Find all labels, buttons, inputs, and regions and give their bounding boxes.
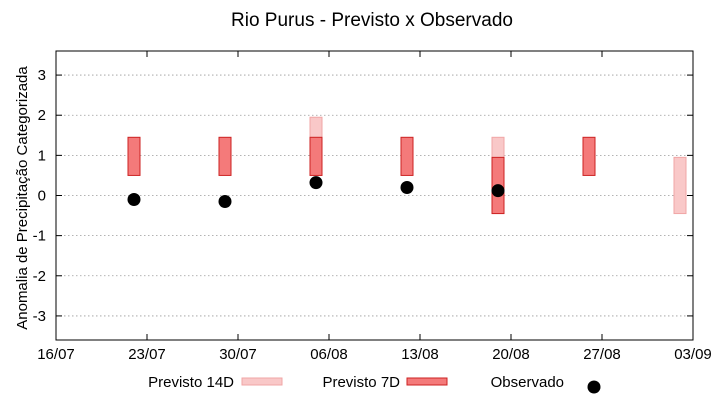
- chart-title: Rio Purus - Previsto x Observado: [231, 10, 513, 31]
- point-observado: [218, 195, 232, 209]
- y-tick-label: 0: [38, 188, 46, 205]
- y-tick-label: 2: [38, 107, 46, 124]
- legend-label-observado: Observado: [491, 374, 564, 391]
- point-observado: [400, 180, 414, 194]
- axis-ticks: 3 2 1 0 -1 -2 -3 16/07 23/07 30/07 06/08 13/08 20/08…: [33, 51, 712, 363]
- legend-swatch-previsto-14d: [241, 377, 283, 386]
- x-tick-label: 27/08: [583, 346, 621, 363]
- x-tick-label: 03/09: [674, 346, 712, 363]
- legend-label-previsto-7d: Previsto 7D: [322, 374, 400, 391]
- y-tick-label: 3: [38, 67, 46, 84]
- point-observado: [309, 176, 323, 190]
- legend-marker-observado: [587, 380, 601, 394]
- legend-swatch-previsto-7d: [406, 377, 448, 386]
- bar-previsto-7d: [127, 136, 141, 176]
- y-tick-label: -2: [33, 268, 46, 285]
- point-observado: [491, 184, 505, 198]
- x-tick-label: 20/08: [492, 346, 530, 363]
- y-axis-label: Anomalia de Precipitação Categorizada: [14, 66, 31, 330]
- plot-area: [127, 116, 687, 215]
- bar-previsto-7d: [218, 136, 232, 176]
- bar-previsto-7d: [400, 136, 414, 176]
- x-tick-label: 06/08: [310, 346, 348, 363]
- bar-previsto-7d: [582, 136, 596, 176]
- point-observado: [127, 193, 141, 207]
- x-tick-label: 16/07: [37, 346, 75, 363]
- y-tick-label: -3: [33, 308, 46, 325]
- x-tick-label: 30/07: [219, 346, 257, 363]
- y-tick-label: -1: [33, 228, 46, 245]
- legend-label-previsto-14d: Previsto 14D: [148, 374, 234, 391]
- x-tick-label: 23/07: [128, 346, 166, 363]
- bar-previsto-7d: [309, 136, 323, 176]
- y-tick-label: 1: [38, 147, 46, 164]
- grid-lines: [56, 74, 693, 317]
- legend: Previsto 14D Previsto 7D Observado: [148, 374, 601, 394]
- bar-previsto-14d: [673, 156, 687, 215]
- x-tick-label: 13/08: [401, 346, 439, 363]
